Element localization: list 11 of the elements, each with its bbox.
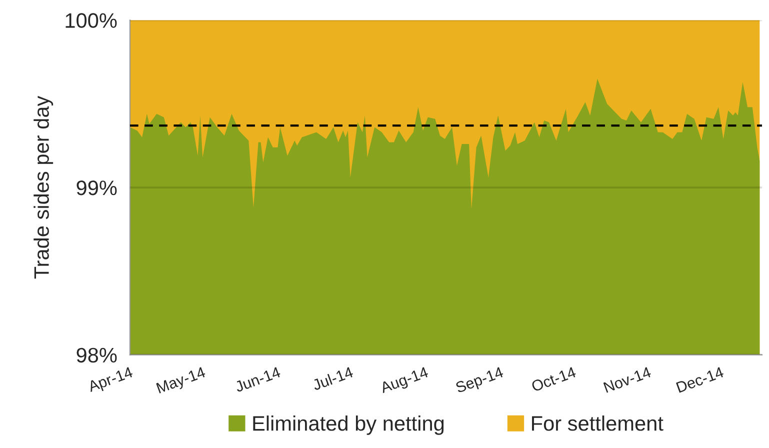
legend-label: Eliminated by netting — [253, 416, 444, 435]
legend-label: For settlement — [532, 416, 664, 431]
x-tick-label: Jul-14 — [311, 366, 354, 391]
y-tick-label: 98% — [76, 348, 117, 363]
y-tick-label: 99% — [76, 180, 117, 196]
x-tick-label: Jun-14 — [234, 366, 282, 392]
x-tick-label: Apr-14 — [87, 366, 134, 395]
x-tick-label: Sep-14 — [455, 366, 505, 396]
x-tick-label: Oct-14 — [530, 366, 577, 392]
y-axis-title: Trade sides per day — [34, 96, 54, 279]
y-tick-label: 100% — [66, 13, 117, 28]
